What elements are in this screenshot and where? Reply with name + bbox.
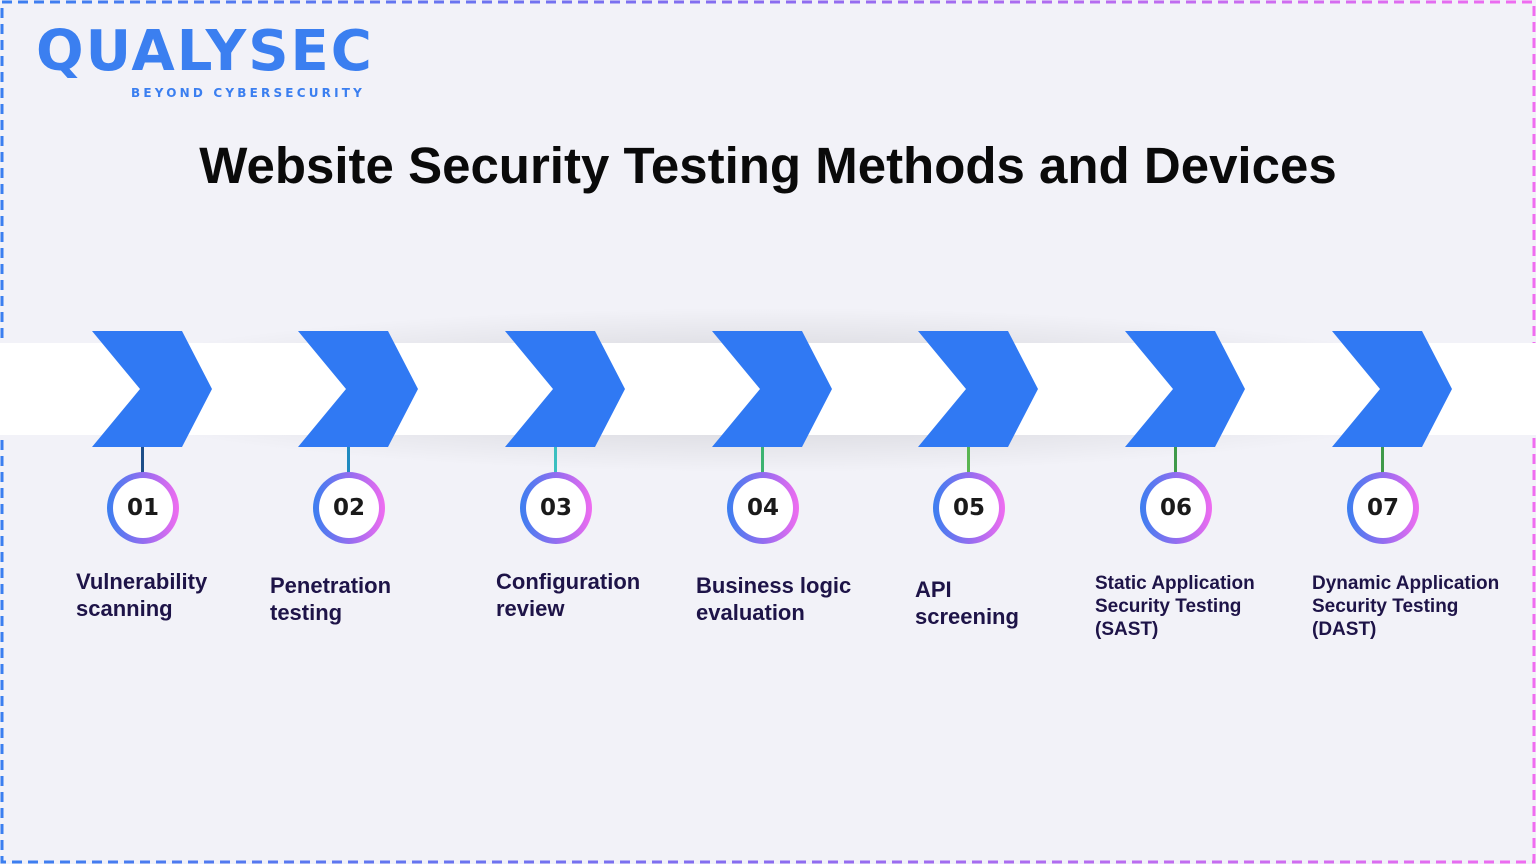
chevron-arrow-icon — [1332, 331, 1452, 447]
step-label: Dynamic Application Security Testing (DA… — [1312, 573, 1500, 640]
step-label: API screening — [915, 577, 1019, 629]
step-number: 06 — [1146, 478, 1206, 538]
step-number: 04 — [733, 478, 793, 538]
step-label: Business logic evaluation — [696, 573, 852, 625]
step-number: 01 — [113, 478, 173, 538]
step-number-badge: 01 — [107, 472, 179, 544]
connector-line — [141, 447, 144, 475]
chevron-arrow-icon — [505, 331, 625, 447]
qualysec-logo: QUALYSEC BEYOND CYBERSECURITY — [36, 19, 374, 101]
logo-tagline: BEYOND CYBERSECURITY — [131, 86, 366, 100]
connector-line — [554, 447, 557, 475]
chevron-arrow-icon — [712, 331, 832, 447]
step-label: Vulnerability scanning — [76, 569, 208, 621]
step-label: Configuration review — [496, 569, 641, 621]
step-number-badge: 04 — [727, 472, 799, 544]
page-title: Website Security Testing Methods and Dev… — [199, 137, 1337, 194]
step-number-badge: 07 — [1347, 472, 1419, 544]
step-number: 07 — [1353, 478, 1413, 538]
step-number-badge: 05 — [933, 472, 1005, 544]
connector-line — [1381, 447, 1384, 475]
step-number-badge: 02 — [313, 472, 385, 544]
step-number-badge: 03 — [520, 472, 592, 544]
step-number: 05 — [939, 478, 999, 538]
step-label: Penetration testing — [270, 573, 392, 625]
connector-line — [1174, 447, 1177, 475]
connector-line — [761, 447, 764, 475]
step-number: 02 — [319, 478, 379, 538]
chevron-arrow-icon — [1125, 331, 1245, 447]
connector-line — [967, 447, 970, 475]
logo-wordmark: QUALYSEC — [36, 19, 374, 84]
step-label: Static Application Security Testing (SAS… — [1095, 573, 1255, 640]
chevron-arrow-icon — [918, 331, 1038, 447]
chevron-arrow-icon — [298, 331, 418, 447]
chevron-arrow-icon — [92, 331, 212, 447]
step-number-badge: 06 — [1140, 472, 1212, 544]
step-number: 03 — [526, 478, 586, 538]
connector-line — [347, 447, 350, 475]
